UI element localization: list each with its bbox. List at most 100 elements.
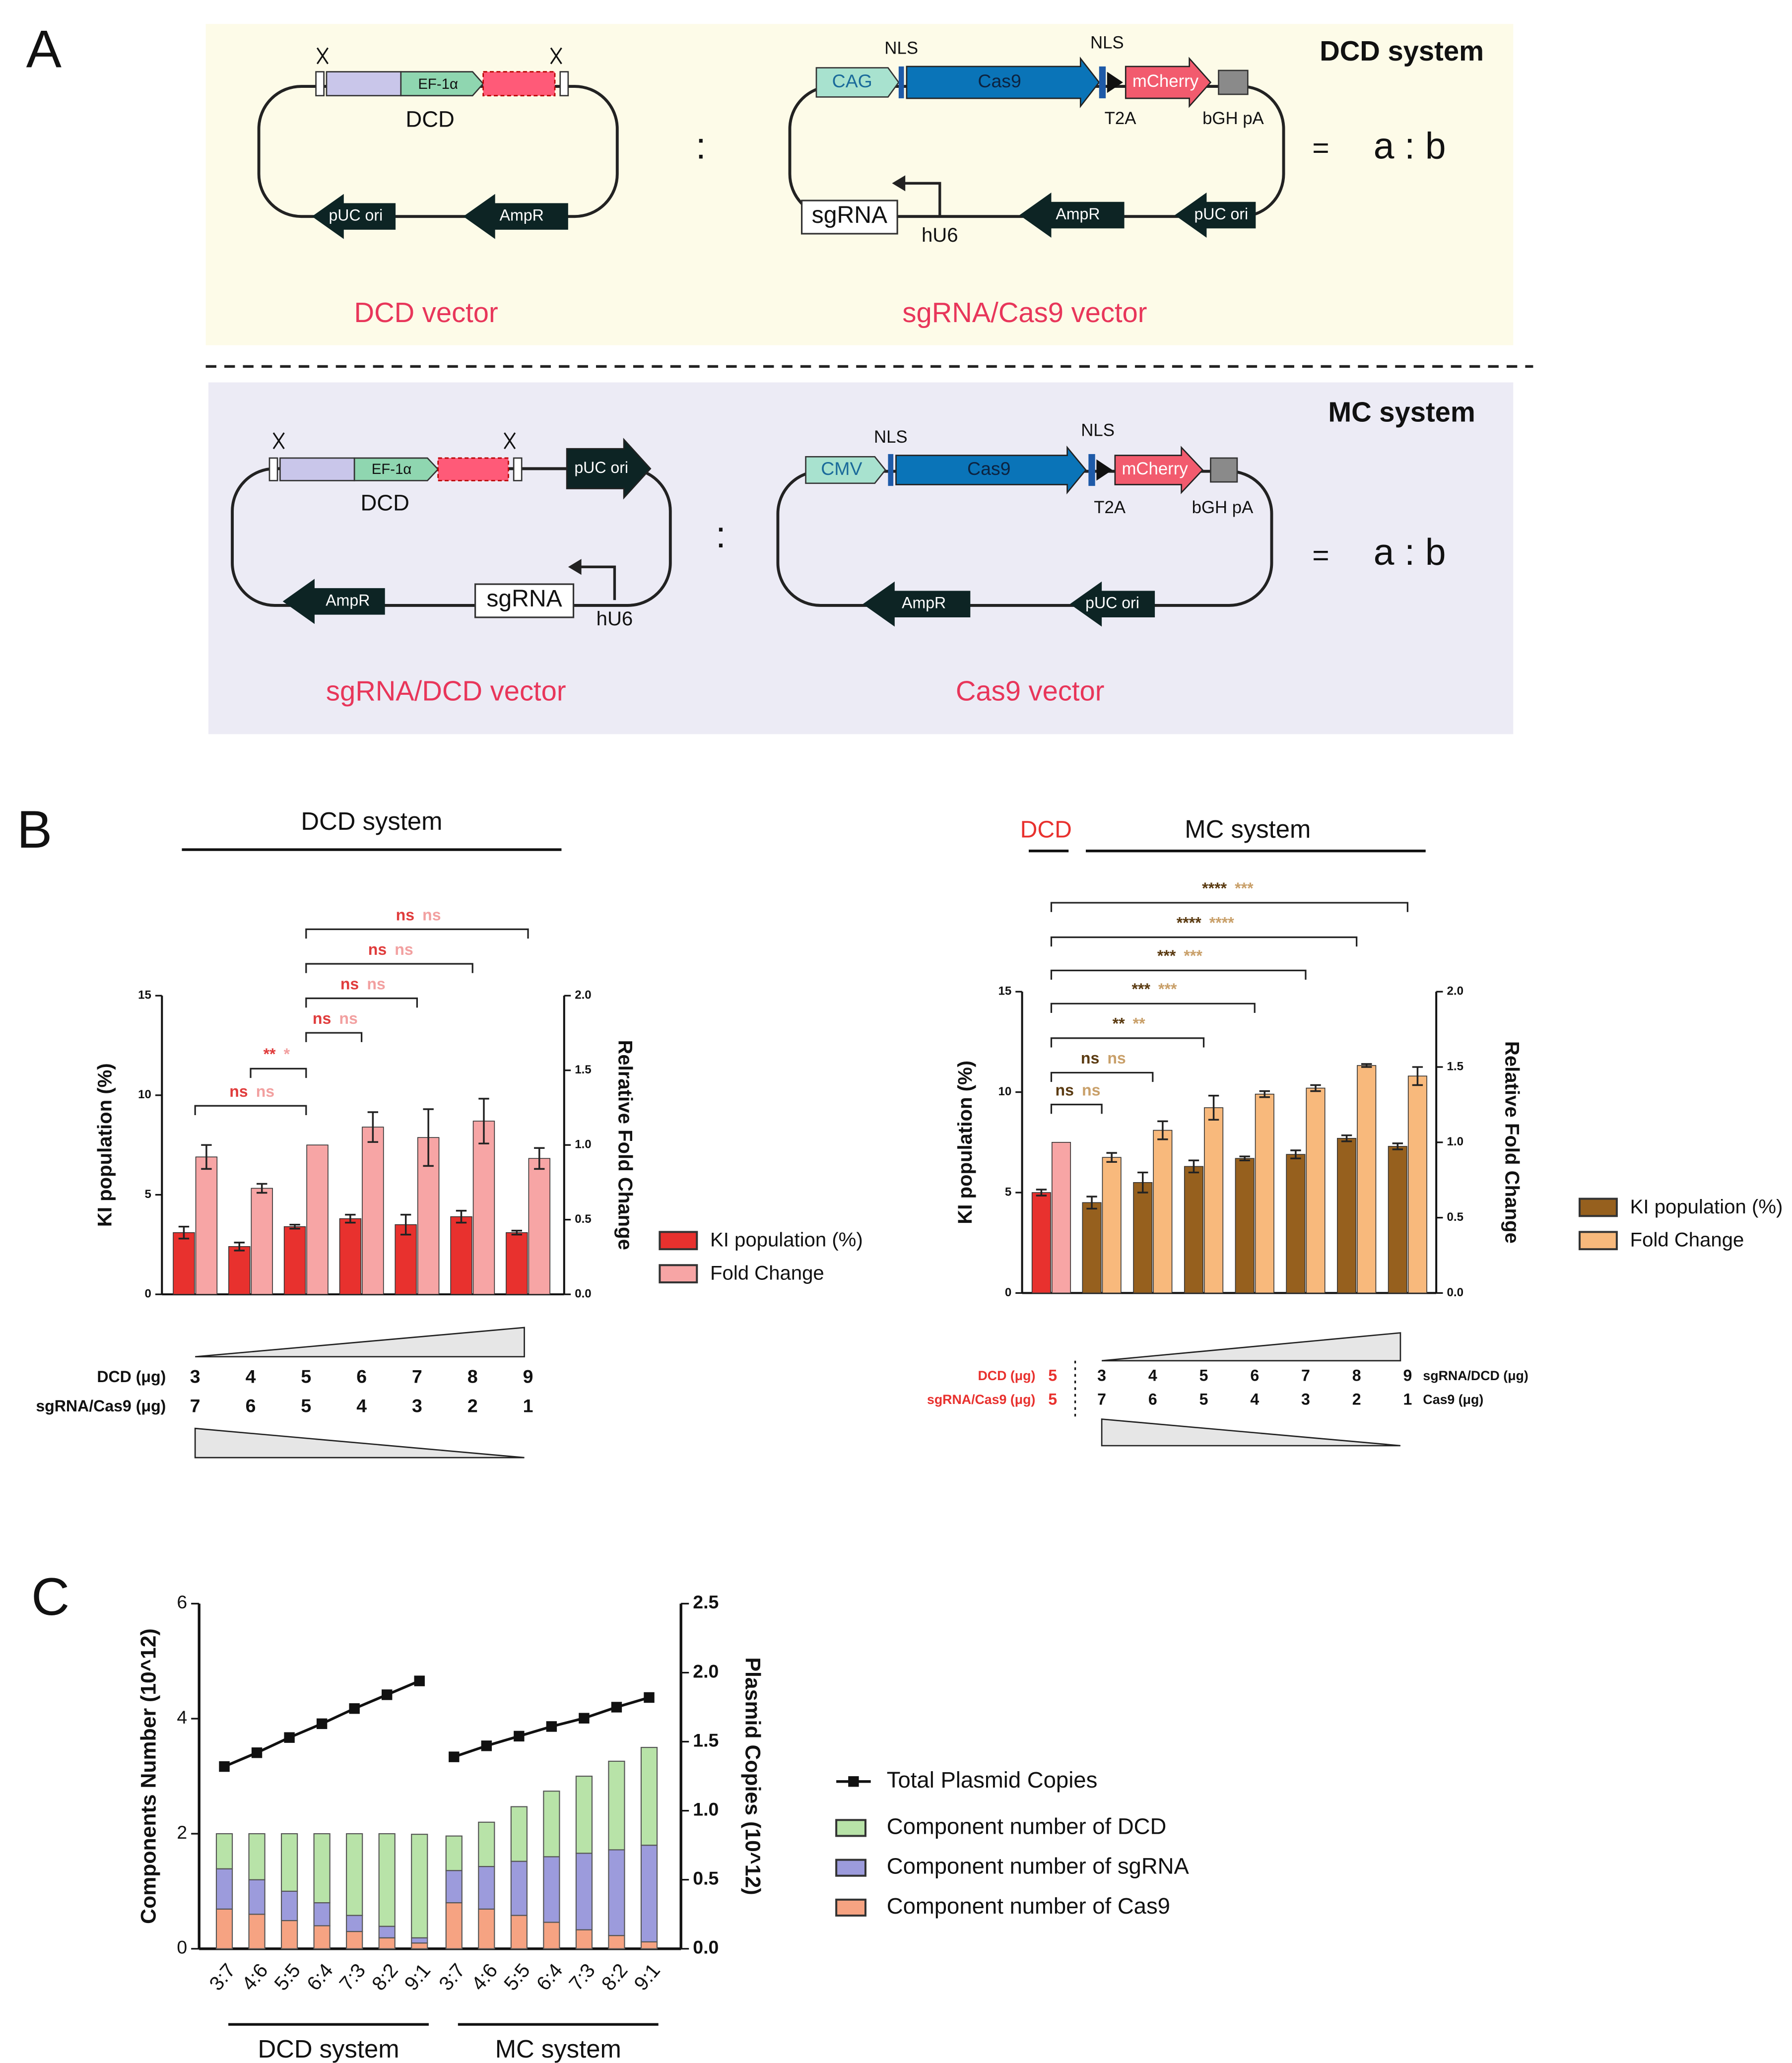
stacked-bar <box>313 1833 331 1904</box>
significance-label: **** <box>1202 879 1227 897</box>
line-marker <box>349 1703 360 1714</box>
gene-arrow <box>566 438 652 500</box>
panel-label: B <box>17 799 52 859</box>
tick-label: 0.5 <box>1447 1210 1463 1224</box>
line-marker <box>644 1692 655 1703</box>
t2a <box>1096 459 1113 481</box>
group-label: DCD system <box>258 2035 399 2063</box>
tick-label: 5 <box>145 1188 151 1201</box>
donor-insert <box>437 457 509 481</box>
stacked-bar <box>445 1835 463 1871</box>
bar <box>1357 1065 1377 1294</box>
row-label: DCD (μg) <box>97 1368 166 1386</box>
error-bar <box>1290 1149 1301 1159</box>
gradient-triangle <box>194 1427 525 1459</box>
stacked-bar <box>280 1833 298 1892</box>
stacked-bar <box>248 1833 265 1880</box>
significance-label: ns <box>367 975 385 993</box>
significance-label: ns <box>229 1082 248 1100</box>
significance-label: *** <box>1235 879 1254 897</box>
row-value: 2 <box>467 1395 478 1416</box>
bar <box>1102 1157 1122 1294</box>
stacked-bar <box>608 1760 625 1851</box>
tick-label: 2.0 <box>693 1661 719 1681</box>
tick-label: 0.0 <box>575 1287 591 1300</box>
x-tick-label: 5:5 <box>270 1959 305 1995</box>
tick-label: 2.5 <box>693 1592 719 1612</box>
tick-label: 10 <box>138 1088 151 1101</box>
label: mCherry <box>1132 72 1199 91</box>
stacked-bar <box>215 1833 233 1869</box>
stacked-bar <box>445 1870 463 1904</box>
promoter-arrow-head <box>892 175 906 192</box>
significance-bracket <box>305 998 418 1008</box>
x-tick-label: 9:1 <box>630 1959 664 1995</box>
significance-label: ns <box>395 940 413 958</box>
bar <box>450 1216 472 1295</box>
significance-label: **** <box>1209 914 1234 932</box>
stacked-bar <box>313 1902 331 1927</box>
bar <box>195 1156 218 1295</box>
significance-label: ns <box>1107 1049 1126 1067</box>
gene-arrow <box>1114 446 1204 494</box>
x-tick-label: 7:3 <box>335 1959 370 1995</box>
scissors <box>272 432 285 450</box>
stacked-bar <box>575 1853 593 1930</box>
significance-label: ns <box>313 1009 331 1027</box>
x-tick-label: 4:6 <box>237 1959 272 1995</box>
bar <box>1286 1154 1306 1294</box>
x-tick-label: 5:5 <box>500 1959 534 1995</box>
label: pUC ori <box>1194 205 1248 223</box>
system-title: MC system <box>1328 397 1475 428</box>
legend-label: Fold Change <box>710 1262 824 1284</box>
row-value: 5 <box>1199 1391 1208 1408</box>
gene-arrow <box>906 56 1100 109</box>
row-value: 4 <box>356 1395 367 1416</box>
significance-label: ** <box>1113 1015 1125 1033</box>
line-marker <box>514 1730 525 1742</box>
row-label: sgRNA/Cas9 (μg) <box>927 1392 1035 1407</box>
row-value: 1 <box>1403 1391 1412 1408</box>
significance-label: ns <box>1055 1081 1073 1099</box>
error-bar <box>1188 1159 1199 1174</box>
row-value: 3 <box>1097 1366 1106 1384</box>
promoter <box>400 71 484 97</box>
label: = <box>1312 132 1329 164</box>
stacked-bar <box>215 1868 233 1910</box>
error-bar <box>456 1209 467 1224</box>
row-value: 7 <box>412 1366 422 1387</box>
stacked-bar <box>640 1845 658 1942</box>
significance-label: ** <box>1133 1015 1145 1033</box>
t2a <box>1107 71 1123 93</box>
legend-swatch <box>835 1859 866 1877</box>
significance-label: *** <box>1184 947 1202 965</box>
label: mCherry <box>1122 460 1188 478</box>
label: bGH pA <box>1192 498 1254 517</box>
row-value: 7 <box>1097 1391 1106 1408</box>
row-value: 6 <box>246 1395 256 1416</box>
error-bar <box>534 1147 545 1170</box>
promoter-arrow <box>900 182 941 217</box>
axis-title: Plasmid Copies (10^12) <box>741 1658 765 1895</box>
row-value: 4 <box>1250 1391 1259 1408</box>
significance-label: *** <box>1132 980 1151 998</box>
x-tick-label: 3:7 <box>435 1959 469 1995</box>
stacked-bar <box>378 1833 396 1927</box>
stacked-bar <box>478 1865 495 1910</box>
significance-bracket <box>305 963 473 973</box>
x-tick-label: 8:2 <box>597 1959 632 1995</box>
tick-label: 15 <box>998 985 1011 998</box>
row-value: 3 <box>412 1395 422 1416</box>
tick-label: 0.0 <box>693 1937 719 1958</box>
gradient-triangle <box>195 1327 525 1358</box>
stacked-bar <box>543 1922 560 1949</box>
element-arrow <box>1069 581 1155 627</box>
axis-title: KI population (%) <box>954 1061 976 1224</box>
vector-name: DCD vector <box>354 297 498 328</box>
group-label: MC system <box>495 2035 621 2063</box>
label: NLS <box>874 428 908 447</box>
stacked-bar <box>411 1937 428 1944</box>
stacked-bar <box>640 1941 658 1949</box>
bar <box>339 1218 362 1295</box>
stacked-bar <box>378 1937 396 1949</box>
